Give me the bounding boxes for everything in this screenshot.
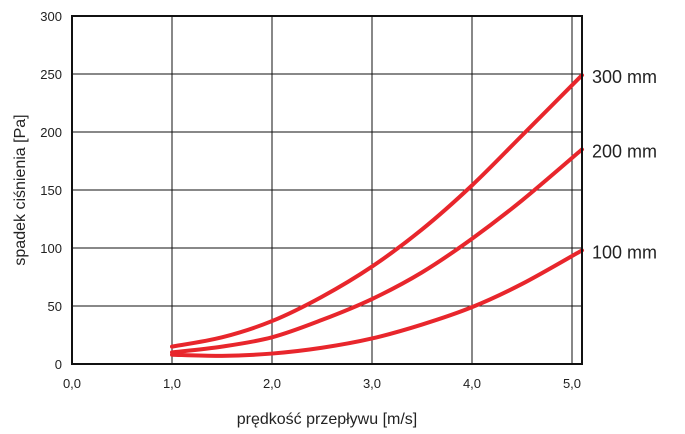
x-tick-label: 5,0 xyxy=(563,376,581,391)
y-tick-label: 200 xyxy=(40,125,62,140)
series-label-2: 200 mm xyxy=(592,141,657,161)
series-line-1 xyxy=(170,73,584,349)
series-label-1: 300 mm xyxy=(592,67,657,87)
x-tick-label: 0,0 xyxy=(63,376,81,391)
y-tick-label: 0 xyxy=(55,357,62,372)
x-tick-label: 2,0 xyxy=(263,376,281,391)
grid xyxy=(71,15,582,365)
x-tick-label: 3,0 xyxy=(363,376,381,391)
x-tick-label: 1,0 xyxy=(163,376,181,391)
x-axis-ticks: 0,0 1,0 2,0 3,0 4,0 5,0 xyxy=(63,376,581,391)
x-axis-title: prędkość przepływu [m/s] xyxy=(237,411,418,428)
y-tick-label: 50 xyxy=(48,299,62,314)
y-axis-ticks: 0 50 100 150 200 250 300 xyxy=(40,9,62,372)
plot-frame xyxy=(71,15,583,365)
x-tick-label: 4,0 xyxy=(463,376,481,391)
y-axis-title: spadek ciśnienia [Pa] xyxy=(12,114,29,265)
series-lines xyxy=(170,73,584,358)
y-tick-label: 150 xyxy=(40,183,62,198)
series-line-3 xyxy=(170,248,584,358)
series-line-2 xyxy=(170,147,584,355)
y-tick-label: 300 xyxy=(40,9,62,24)
y-tick-label: 100 xyxy=(40,241,62,256)
series-label-3: 100 mm xyxy=(592,242,657,262)
y-tick-label: 250 xyxy=(40,67,62,82)
series-labels: 300 mm 200 mm 100 mm xyxy=(592,67,657,262)
